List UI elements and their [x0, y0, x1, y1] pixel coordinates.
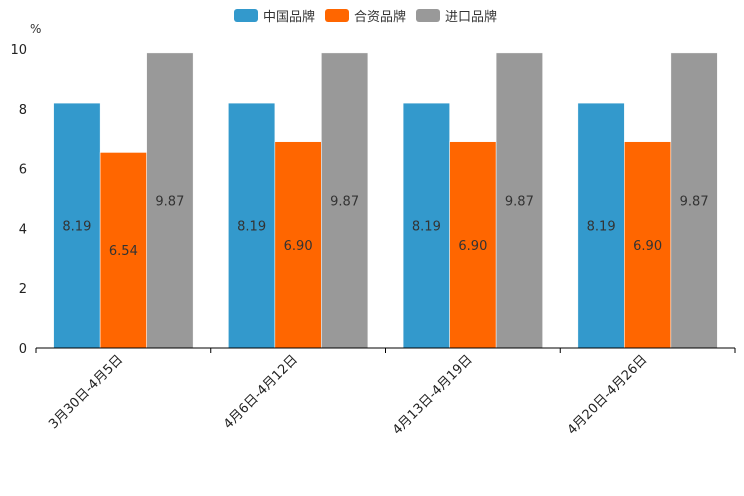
legend-swatch-joint: [325, 9, 350, 22]
bar-data-label: 8.19: [412, 220, 441, 235]
bar[interactable]: [670, 52, 718, 349]
y-tick-label: 2: [19, 282, 27, 297]
bar[interactable]: [99, 152, 147, 349]
legend-item-china[interactable]: 中国品牌: [234, 6, 315, 25]
bar[interactable]: [321, 52, 369, 349]
y-tick-label: 8: [19, 103, 27, 118]
y-tick-label: 4: [19, 222, 27, 237]
legend-label-china: 中国品牌: [263, 10, 316, 25]
x-tick-label: 4月13日-4月19日: [390, 352, 476, 438]
bar[interactable]: [577, 102, 625, 349]
bar[interactable]: [146, 52, 194, 349]
bar[interactable]: [228, 102, 276, 349]
bar[interactable]: [402, 102, 450, 349]
legend: 中国品牌 合资品牌 进口品牌: [234, 6, 497, 25]
bar-data-label: 8.19: [237, 220, 266, 235]
legend-item-import[interactable]: 进口品牌: [416, 6, 497, 25]
bar[interactable]: [624, 141, 672, 349]
legend-label-joint: 合资品牌: [354, 10, 407, 25]
x-tick-label: 4月6日-4月12日: [221, 352, 301, 432]
bar-data-label: 6.90: [633, 239, 662, 254]
legend-label-import: 进口品牌: [445, 10, 498, 25]
bar-data-label: 6.90: [458, 239, 487, 254]
bar-data-label: 9.87: [680, 194, 709, 209]
bar-data-label: 6.54: [109, 244, 138, 259]
bar-data-label: 6.90: [284, 239, 313, 254]
bar-data-label: 8.19: [587, 220, 616, 235]
legend-item-joint[interactable]: 合资品牌: [325, 6, 406, 25]
bar[interactable]: [495, 52, 543, 349]
y-axis-unit: %: [30, 22, 42, 36]
bar-data-label: 9.87: [505, 194, 534, 209]
y-tick-label: 10: [10, 43, 27, 58]
bar-data-label: 9.87: [330, 194, 359, 209]
y-tick-label: 6: [19, 163, 27, 178]
bar[interactable]: [274, 141, 322, 349]
bar-data-label: 8.19: [62, 220, 91, 235]
x-tick-label: 4月20日-4月26日: [565, 352, 651, 438]
legend-swatch-import: [416, 9, 441, 22]
legend-swatch-china: [234, 9, 258, 22]
x-tick-label: 3月30日-4月5日: [46, 352, 126, 432]
y-tick-label: 0: [19, 342, 27, 357]
bar-data-label: 9.87: [155, 194, 184, 209]
